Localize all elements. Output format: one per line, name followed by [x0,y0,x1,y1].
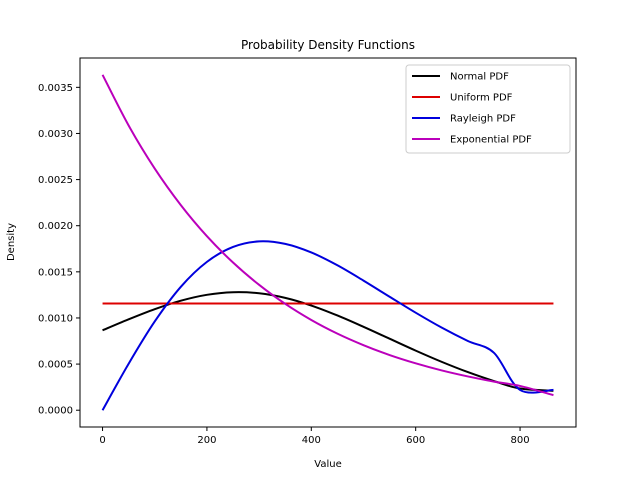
legend-label-2: Uniform PDF [450,93,513,104]
x-axis: 0 200 400 600 800 [99,427,530,446]
plot-lines [101,74,554,411]
series-line-4 [101,74,554,397]
y-tick-label: 0.0010 [38,313,73,324]
plot-frame [79,57,577,428]
y-tick-label: 0.0035 [38,83,73,94]
y-tick-label: 0.0005 [38,360,73,371]
chart-title: Probability Density Functions [241,38,415,52]
x-tick-label: 800 [511,435,530,446]
x-tick-label: 600 [406,435,425,446]
y-tick-label: 0.0030 [38,129,73,140]
legend-label-3: Rayleigh PDF [450,114,516,125]
x-tick-label: 400 [302,435,321,446]
series-line-1 [102,291,554,392]
y-tick-label: 0.0025 [38,175,73,186]
y-tick-label: 0.0000 [38,406,73,417]
legend-label-1: Normal PDF [450,72,509,83]
y-axis: 0.0000 0.0005 0.0010 0.0015 0.0020 0.0025 0.00… [38,83,80,417]
series-line-3 [101,240,554,411]
y-axis-label: Density [6,223,17,261]
y-tick-label: 0.0020 [38,221,73,232]
x-tick-label: 200 [197,435,216,446]
x-axis-label: Value [314,459,341,470]
x-tick-label: 0 [99,435,105,446]
legend: Normal PDF Uniform PDF Rayleigh PDF Exponen… [405,64,571,154]
legend-box [405,64,571,154]
y-tick-label: 0.0015 [38,267,73,278]
legend-label-4: Exponential PDF [450,135,532,146]
